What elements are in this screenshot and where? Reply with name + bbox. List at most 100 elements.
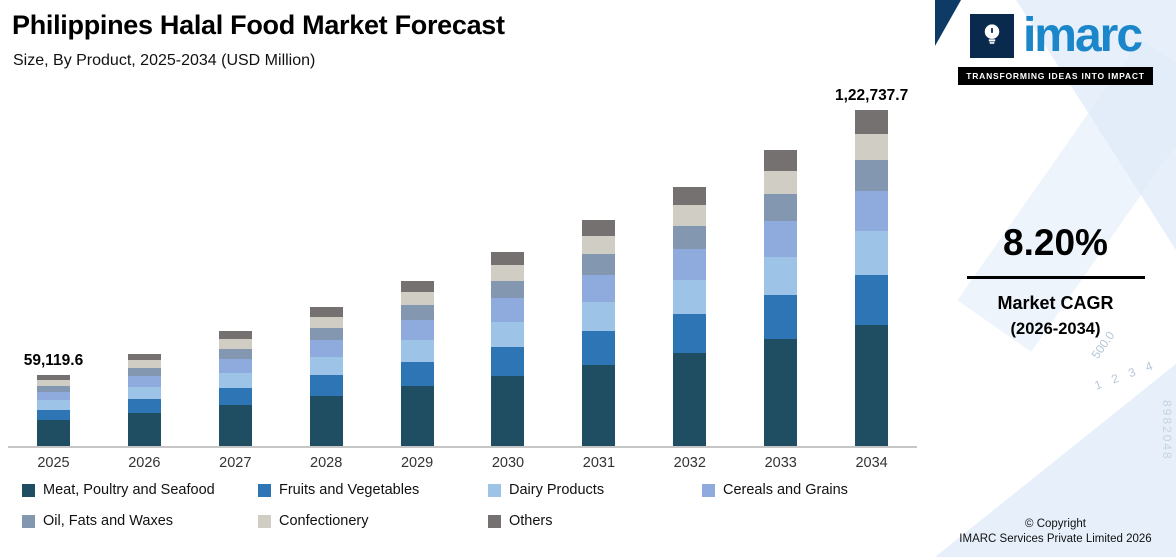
legend-item-oil-fats-and-waxes: Oil, Fats and Waxes <box>22 513 258 529</box>
segment-dairy-products-2027 <box>218 372 252 388</box>
cagr-label: Market CAGR <box>997 293 1114 313</box>
x-label-2027: 2027 <box>219 455 252 471</box>
segment-dairy-products-2031 <box>582 301 616 332</box>
segment-confectionery-2031 <box>582 236 616 255</box>
segment-cereals-and-grains-2034 <box>855 190 889 231</box>
decorative-number: 8982048 <box>1160 400 1174 461</box>
segment-fruits-and-vegetables-2031 <box>582 331 616 365</box>
value-label-2034: 1,22,737.7 <box>834 87 909 104</box>
segment-confectionery-2033 <box>764 170 798 195</box>
segment-others-2031 <box>582 220 616 237</box>
legend-item-confectionery: Confectionery <box>258 513 488 529</box>
x-label-2030: 2030 <box>491 455 525 471</box>
segment-others-2027 <box>218 331 252 340</box>
segment-meat-poultry-and-seafood-2027 <box>218 404 252 446</box>
legend-label: Fruits and Vegetables <box>279 482 420 498</box>
segment-cereals-and-grains-2025 <box>36 391 70 401</box>
cagr-value: 8.20% <box>1003 222 1108 263</box>
segment-meat-poultry-and-seafood-2031 <box>582 364 616 446</box>
segment-fruits-and-vegetables-2034 <box>855 274 889 325</box>
segment-fruits-and-vegetables-2033 <box>764 295 798 340</box>
legend-swatch-meat-poultry-and-seafood <box>22 483 35 497</box>
bar-slot-2033 <box>735 149 826 446</box>
x-label-2031: 2031 <box>582 455 616 471</box>
segment-confectionery-2032 <box>673 204 707 226</box>
segment-dairy-products-2025 <box>36 400 70 410</box>
segment-meat-poultry-and-seafood-2026 <box>127 412 161 446</box>
segment-fruits-and-vegetables-2032 <box>673 313 707 353</box>
segment-oil-fats-and-waxes-2027 <box>218 348 252 359</box>
logo-square <box>969 14 1014 58</box>
segment-others-2030 <box>491 251 525 266</box>
stacked-bar-2030 <box>491 251 525 446</box>
legend-label: Confectionery <box>279 513 369 529</box>
logo-wordmark: imarc <box>1022 9 1143 62</box>
x-label-2033: 2033 <box>764 455 797 471</box>
segment-confectionery-2028 <box>309 316 343 328</box>
stacked-bar-2034 <box>855 110 889 446</box>
stacked-bar-2027 <box>218 331 252 446</box>
segment-confectionery-2026 <box>127 360 161 368</box>
legend-label: Others <box>509 513 553 529</box>
segment-cereals-and-grains-2031 <box>582 274 616 302</box>
value-label-2025: 59,119.6 <box>23 351 84 369</box>
stacked-bar-2032 <box>673 186 707 446</box>
legend-label: Cereals and Grains <box>723 482 848 498</box>
segment-meat-poultry-and-seafood-2030 <box>491 376 525 446</box>
segment-fruits-and-vegetables-2025 <box>36 409 70 421</box>
segment-oil-fats-and-waxes-2029 <box>400 305 434 321</box>
segment-meat-poultry-and-seafood-2029 <box>400 386 434 446</box>
segment-cereals-and-grains-2027 <box>218 358 252 373</box>
segment-others-2026 <box>127 354 161 361</box>
segment-meat-poultry-and-seafood-2028 <box>309 395 343 446</box>
segment-cereals-and-grains-2032 <box>673 248 707 281</box>
segment-cereals-and-grains-2028 <box>309 340 343 357</box>
bar-slot-2025: 59,119.6 <box>8 352 99 446</box>
segment-others-2025 <box>36 374 70 380</box>
bar-slot-2034: 1,22,737.7 <box>826 87 917 446</box>
legend-item-cereals-and-grains: Cereals and Grains <box>702 482 848 498</box>
segment-oil-fats-and-waxes-2034 <box>855 160 889 191</box>
plot-area: 59,119.6 1,22,737.7 <box>8 87 917 448</box>
segment-others-2033 <box>764 149 798 171</box>
bar-slot-2032 <box>644 186 735 446</box>
segment-meat-poultry-and-seafood-2032 <box>673 352 707 446</box>
segment-others-2029 <box>400 280 434 293</box>
legend-label: Oil, Fats and Waxes <box>43 513 174 529</box>
segment-fruits-and-vegetables-2029 <box>400 361 434 387</box>
segment-fruits-and-vegetables-2026 <box>127 399 161 413</box>
segment-dairy-products-2032 <box>673 280 707 314</box>
page-title: Philippines Halal Food Market Forecast <box>12 10 505 40</box>
legend-label: Meat, Poultry and Seafood <box>43 482 215 498</box>
legend-swatch-fruits-and-vegetables <box>258 483 271 497</box>
stacked-bar-2026 <box>127 354 161 446</box>
logo-row: imarc <box>969 9 1143 62</box>
copyright-line1: © Copyright <box>1025 517 1086 530</box>
cagr-divider <box>966 276 1145 279</box>
segment-cereals-and-grains-2029 <box>400 320 434 341</box>
segment-dairy-products-2030 <box>491 321 525 347</box>
chart-panel: Philippines Halal Food Market Forecast S… <box>8 10 917 529</box>
segment-dairy-products-2028 <box>309 356 343 376</box>
segment-meat-poultry-and-seafood-2033 <box>764 339 798 446</box>
stacked-bar-2028 <box>309 306 343 446</box>
bar-slot-2029 <box>372 280 463 446</box>
segment-dairy-products-2026 <box>127 387 161 400</box>
bar-slot-2031 <box>553 220 644 446</box>
stacked-bar-2029 <box>400 280 434 446</box>
segment-dairy-products-2034 <box>855 230 889 275</box>
imarc-logo: imarc TRANSFORMING IDEAS INTO IMPACT <box>935 12 1176 85</box>
stacked-bar-2033 <box>764 149 798 446</box>
bar-slot-2027 <box>190 331 281 446</box>
segment-oil-fats-and-waxes-2033 <box>764 194 798 222</box>
stacked-bar-chart: 59,119.6 1,22,737.7 2025 2026 2027 2028 2029 2… <box>8 87 917 471</box>
segment-others-2028 <box>309 306 343 317</box>
legend-label: Dairy Products <box>509 482 605 498</box>
x-label-2025: 2025 <box>37 455 70 471</box>
segment-others-2034 <box>855 110 889 134</box>
segment-oil-fats-and-waxes-2025 <box>36 385 70 392</box>
legend-swatch-confectionery <box>258 514 271 528</box>
legend: Meat, Poultry and Seafood Fruits and Vege… <box>22 482 848 529</box>
x-label-2028: 2028 <box>310 455 343 471</box>
